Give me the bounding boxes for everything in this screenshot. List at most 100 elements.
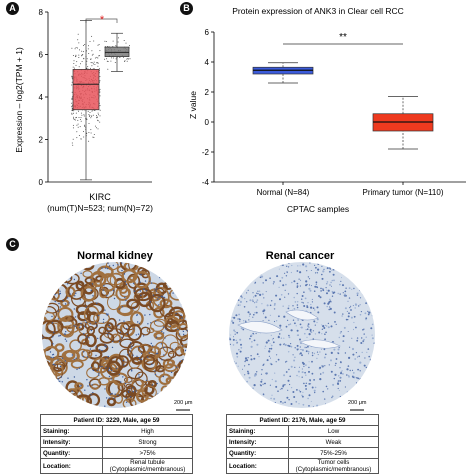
jitter-point	[83, 58, 85, 60]
nucleus	[369, 386, 372, 389]
nucleus	[54, 293, 56, 296]
jitter-point	[99, 121, 101, 123]
nucleus	[163, 296, 166, 299]
nucleus	[53, 331, 55, 334]
nucleus	[371, 334, 373, 336]
nucleus	[273, 281, 275, 283]
nucleus	[270, 344, 273, 347]
nucleus	[142, 335, 145, 337]
jitter-point	[96, 56, 98, 58]
nucleus	[129, 342, 132, 344]
nucleus	[272, 283, 274, 285]
nucleus	[247, 311, 250, 314]
nucleus	[253, 384, 256, 387]
nucleus	[296, 347, 298, 350]
nucleus	[343, 266, 346, 269]
nucleus	[86, 356, 89, 358]
nucleus	[261, 369, 263, 371]
nucleus	[325, 353, 327, 356]
jitter-point	[97, 62, 99, 64]
nucleus	[143, 288, 145, 290]
nucleus	[367, 313, 370, 316]
jitter-point	[72, 55, 74, 56]
nucleus	[108, 367, 111, 369]
nucleus	[315, 286, 317, 288]
nucleus	[164, 337, 166, 339]
nucleus	[278, 286, 280, 288]
nucleus	[307, 276, 310, 278]
nucleus	[370, 327, 373, 330]
jitter-point	[77, 39, 79, 41]
nucleus	[237, 299, 240, 301]
nucleus	[305, 346, 307, 349]
jitter-point	[99, 50, 101, 52]
nucleus	[107, 333, 109, 335]
nucleus	[135, 390, 137, 392]
jitter-point	[72, 127, 74, 129]
jitter-point	[92, 136, 94, 138]
nucleus	[90, 289, 92, 292]
nucleus	[230, 334, 232, 336]
nucleus	[108, 369, 110, 372]
nucleus	[230, 308, 232, 310]
nucleus	[285, 275, 288, 277]
nucleus	[285, 371, 288, 373]
nucleus	[238, 349, 240, 351]
nucleus	[181, 303, 183, 306]
nucleus	[249, 313, 251, 315]
nucleus	[130, 347, 132, 349]
nucleus	[308, 353, 310, 355]
jitter-point	[73, 63, 75, 64]
location-label: Location:	[226, 458, 289, 474]
nucleus	[244, 357, 248, 360]
nucleus	[231, 365, 234, 368]
nucleus	[273, 405, 276, 407]
y-tick-label: 6	[205, 28, 210, 37]
nucleus	[287, 307, 290, 310]
nucleus	[310, 331, 313, 334]
nucleus	[274, 380, 277, 383]
quantity-label: Quantity:	[226, 447, 289, 459]
nucleus	[42, 368, 44, 371]
tubule	[98, 326, 107, 335]
nucleus	[360, 342, 363, 344]
nucleus	[255, 301, 257, 303]
nucleus	[296, 334, 299, 337]
nucleus	[76, 403, 78, 405]
jitter-point	[129, 58, 131, 60]
nucleus	[361, 264, 363, 266]
nucleus	[344, 293, 346, 296]
nucleus	[96, 302, 98, 304]
nucleus	[182, 330, 185, 333]
nucleus	[68, 302, 70, 304]
nucleus	[85, 321, 88, 324]
nucleus	[64, 333, 66, 335]
nucleus	[160, 394, 162, 397]
nucleus	[304, 371, 306, 374]
nucleus	[356, 294, 359, 296]
nucleus	[312, 406, 314, 408]
nucleus	[374, 361, 375, 363]
nucleus	[53, 273, 56, 275]
nucleus	[308, 405, 310, 407]
nucleus	[296, 374, 298, 377]
nucleus	[131, 345, 133, 348]
tubule	[81, 349, 93, 359]
nucleus	[110, 378, 113, 380]
x-tick-label: Normal (N=84)	[257, 188, 310, 197]
nucleus	[264, 405, 267, 407]
nucleus	[275, 361, 277, 363]
nucleus	[175, 392, 177, 394]
nucleus	[292, 305, 294, 307]
nucleus	[258, 270, 261, 272]
nucleus	[122, 376, 124, 378]
jitter-point	[126, 58, 128, 60]
nucleus	[132, 387, 134, 389]
nucleus	[257, 293, 259, 295]
jitter-point	[71, 98, 73, 100]
nucleus	[311, 298, 313, 300]
jitter-point	[107, 61, 109, 62]
nucleus	[233, 371, 236, 374]
panel-b-xlabel: CPTAC samples	[287, 204, 349, 214]
nucleus	[284, 401, 286, 404]
